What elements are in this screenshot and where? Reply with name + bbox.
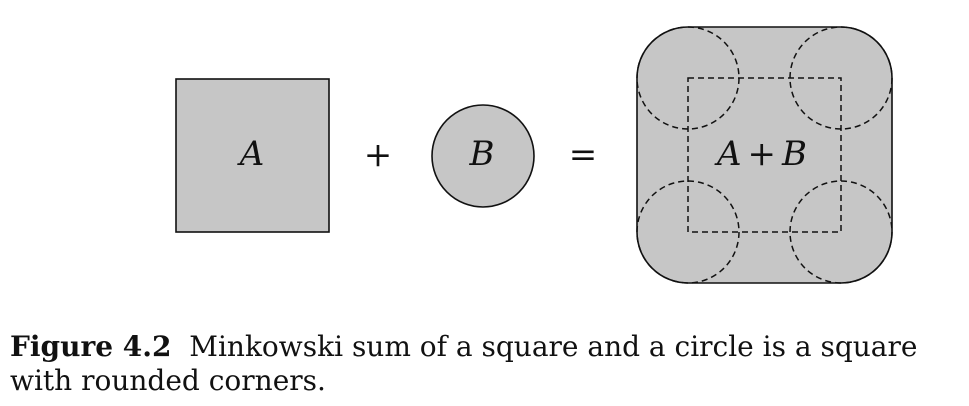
circle-b (431, 104, 535, 208)
figure-caption: Figure 4.2 Minkowski sum of a square and… (10, 330, 960, 398)
minkowski-sum-diagram: A + B = A + B (175, 26, 893, 284)
square-a (175, 78, 330, 233)
equals-symbol: = (569, 135, 598, 175)
sum-label-a: A (714, 134, 742, 174)
figure-number: Figure 4.2 (10, 330, 172, 363)
square-a-label: A (237, 134, 265, 174)
corner-circle-bottom-right (789, 180, 893, 284)
sum-label: A + B (714, 134, 807, 174)
minkowski-sum-shape (636, 26, 893, 284)
plus-symbol: + (364, 135, 393, 175)
corner-circle-bottom-left (636, 180, 740, 284)
corner-circle-top-right (789, 26, 893, 130)
circle-b-label: B (469, 134, 495, 174)
corner-circle-top-left (636, 26, 740, 130)
caption-text: Minkowski sum of a square and a circle i… (10, 330, 918, 397)
sum-label-b: B (781, 134, 807, 174)
inner-square-outline (687, 77, 842, 233)
sum-label-plus: + (748, 134, 777, 174)
